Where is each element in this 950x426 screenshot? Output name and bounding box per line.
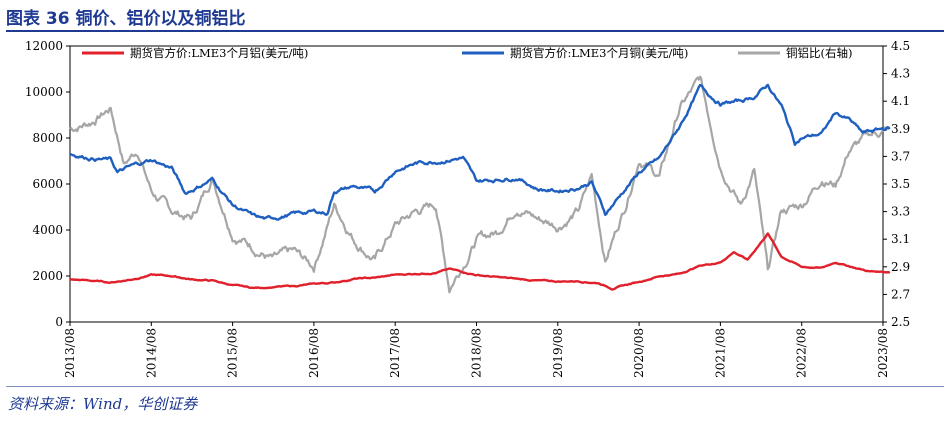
title-rule: [6, 30, 944, 32]
plot-frame: [69, 45, 884, 323]
x-tick-label: 2023/08: [876, 328, 890, 378]
y-left-tick-label: 6000: [32, 177, 63, 191]
legend-label-0: 期货官方价:LME3个月铝(美元/吨): [130, 46, 308, 60]
y-right-tick-label: 4.1: [891, 94, 910, 108]
x-tick-label: 2017/08: [388, 328, 402, 378]
y-right-tick-label: 3.1: [891, 232, 910, 246]
y-left-tick-label: 2000: [32, 269, 63, 283]
legend-label-1: 期货官方价:LME3个月铜(美元/吨): [510, 46, 688, 60]
page-title: 图表 36 铜价、铝价以及铜铝比: [6, 9, 246, 29]
x-tick-label: 2021/08: [713, 328, 727, 378]
chart-series: [69, 75, 891, 294]
x-tick-label: 2014/08: [144, 328, 158, 378]
y-left-tick-label: 4000: [32, 223, 63, 237]
x-tick-label: 2013/08: [63, 328, 77, 378]
x-tick-label: 2020/08: [632, 328, 646, 378]
y-right-tick-label: 2.7: [891, 287, 910, 301]
x-tick-label: 2019/08: [551, 328, 565, 378]
series-line-0: [69, 232, 891, 291]
y-right-tick-label: 4.3: [891, 67, 910, 81]
x-tick-label: 2015/08: [226, 328, 240, 378]
y-left-tick-label: 8000: [32, 131, 63, 145]
y-right-tick-label: 3.7: [891, 149, 910, 163]
series-line-2: [69, 75, 891, 294]
series-line-1: [69, 83, 891, 221]
source-note: 资料来源：Wind，华创证券: [8, 395, 198, 413]
source-rule: [6, 386, 944, 387]
x-tick-label: 2018/08: [470, 328, 484, 378]
x-tick-label: 2016/08: [307, 328, 321, 378]
y-right-tick-label: 3.9: [891, 122, 910, 136]
y-left-tick-label: 10000: [25, 85, 63, 99]
legend-label-2: 铜铝比(右轴): [786, 46, 852, 60]
chart-legend: 期货官方价:LME3个月铝(美元/吨) 期货官方价:LME3个月铜(美元/吨) 铜铝…: [82, 46, 852, 60]
y-left-tick-label: 12000: [25, 39, 63, 53]
y-right-tick-label: 3.5: [891, 177, 910, 191]
y-right-tick-label: 3.3: [891, 205, 910, 219]
y-right-tick-label: 2.5: [891, 315, 910, 329]
y-left-tick-label: 0: [55, 315, 63, 329]
x-tick-label: 2022/08: [795, 328, 809, 378]
chart-axes: 0 2000 4000 6000 8000 10000 12000 2.5 2.7 2.9 3.1 3…: [25, 39, 910, 378]
y-right-tick-label: 4.5: [891, 39, 910, 53]
y-right-tick-label: 2.9: [891, 260, 910, 274]
